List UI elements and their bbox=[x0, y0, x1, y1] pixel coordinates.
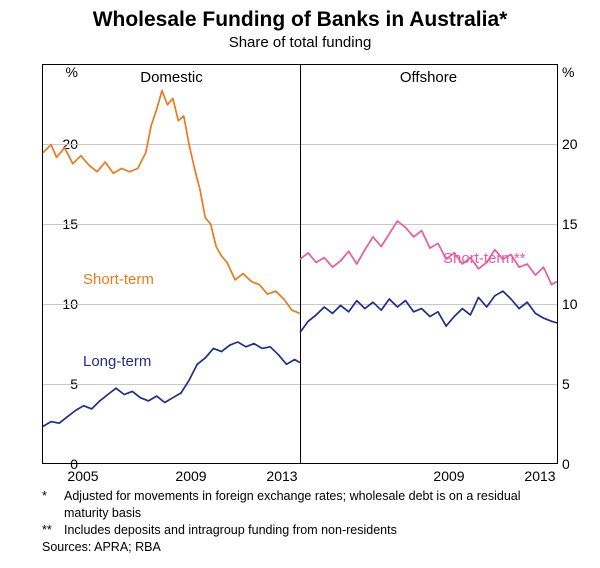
chart-subtitle: Share of total funding bbox=[0, 34, 600, 51]
x-tick: 2009 bbox=[433, 468, 464, 484]
x-tick: 2013 bbox=[524, 468, 555, 484]
sources: Sources: APRA; RBA bbox=[42, 539, 562, 556]
series-label-short-dom: Short-term bbox=[83, 271, 154, 288]
footnote-star: Adjusted for movements in foreign exchan… bbox=[64, 488, 562, 522]
y-unit-right: % bbox=[562, 64, 592, 80]
y-tick: 10 bbox=[562, 296, 592, 312]
footnote-dstar: Includes deposits and intragroup funding… bbox=[64, 522, 397, 539]
series-label-long-dom: Long-term bbox=[83, 353, 151, 370]
x-tick: 2013 bbox=[266, 468, 297, 484]
y-tick: 5 bbox=[562, 376, 592, 392]
x-tick: 2005 bbox=[67, 468, 98, 484]
y-tick: 0 bbox=[562, 456, 592, 472]
chart-title: Wholesale Funding of Banks in Australia* bbox=[0, 8, 600, 32]
series-label-short-off: Short-term** bbox=[443, 250, 526, 267]
footnotes: *Adjusted for movements in foreign excha… bbox=[42, 488, 562, 556]
chart-container: Wholesale Funding of Banks in Australia*… bbox=[0, 8, 600, 568]
x-tick: 2009 bbox=[175, 468, 206, 484]
y-tick: 20 bbox=[562, 136, 592, 152]
plot-area: Domestic Offshore Short-term Long-term S… bbox=[42, 64, 558, 464]
y-tick: 15 bbox=[562, 216, 592, 232]
